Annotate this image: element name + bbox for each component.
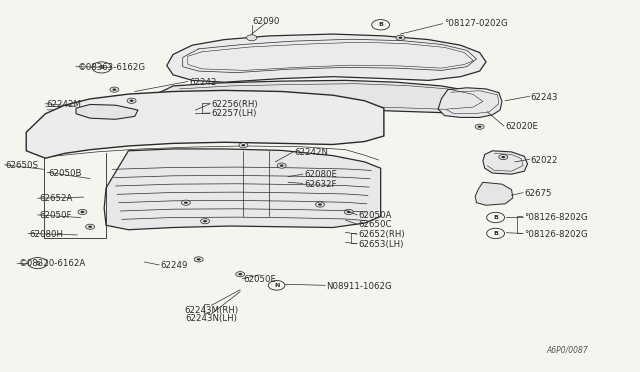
Text: °08126-8202G: °08126-8202G	[524, 230, 588, 239]
Circle shape	[238, 273, 242, 275]
Circle shape	[184, 202, 188, 204]
Circle shape	[344, 209, 353, 215]
Circle shape	[196, 258, 200, 260]
Circle shape	[399, 37, 403, 39]
Circle shape	[203, 220, 207, 222]
Circle shape	[130, 100, 134, 102]
Circle shape	[86, 224, 95, 230]
Text: 62080H: 62080H	[29, 230, 63, 239]
Circle shape	[501, 156, 505, 158]
Text: 62632F: 62632F	[304, 180, 337, 189]
Text: 62090: 62090	[252, 17, 280, 26]
Circle shape	[477, 126, 481, 128]
Circle shape	[499, 154, 508, 160]
Circle shape	[194, 257, 203, 262]
Text: S: S	[99, 65, 104, 70]
Text: 62650C: 62650C	[358, 221, 392, 230]
Polygon shape	[104, 149, 381, 230]
Text: °08126-8202G: °08126-8202G	[524, 213, 588, 222]
Circle shape	[241, 144, 245, 146]
Text: 62022: 62022	[531, 155, 558, 164]
Text: ©08320-6162A: ©08320-6162A	[19, 259, 86, 268]
Text: °08127-0202G: °08127-0202G	[445, 19, 508, 28]
Circle shape	[113, 89, 116, 91]
Text: 62652(RH): 62652(RH)	[358, 230, 405, 240]
Circle shape	[110, 87, 119, 92]
Text: 62242M: 62242M	[47, 100, 82, 109]
Circle shape	[239, 142, 248, 148]
Polygon shape	[76, 105, 138, 119]
Polygon shape	[475, 182, 513, 205]
Circle shape	[318, 203, 322, 206]
Circle shape	[396, 35, 405, 40]
Text: N: N	[274, 283, 279, 288]
Text: 62256(RH): 62256(RH)	[211, 100, 258, 109]
Text: 62242N: 62242N	[294, 148, 328, 157]
Text: 62050F: 62050F	[39, 211, 72, 220]
Text: 62675: 62675	[524, 189, 552, 198]
Circle shape	[347, 211, 351, 213]
Polygon shape	[154, 80, 486, 115]
Text: 62242: 62242	[189, 78, 216, 87]
Text: ©08363-6162G: ©08363-6162G	[77, 63, 145, 72]
Text: B: B	[493, 231, 498, 236]
Circle shape	[280, 164, 284, 167]
Circle shape	[236, 272, 244, 277]
Text: 62020E: 62020E	[505, 122, 538, 131]
Polygon shape	[438, 88, 502, 118]
Text: 62257(LH): 62257(LH)	[211, 109, 257, 118]
Polygon shape	[167, 34, 486, 82]
Text: 62080E: 62080E	[304, 170, 337, 179]
Circle shape	[200, 219, 209, 224]
Text: 62653(LH): 62653(LH)	[358, 240, 404, 249]
Circle shape	[181, 200, 190, 205]
Circle shape	[127, 98, 136, 103]
Circle shape	[78, 209, 87, 215]
Text: 62652A: 62652A	[39, 195, 72, 203]
Text: 62050E: 62050E	[243, 275, 276, 284]
Text: 62243N(LH): 62243N(LH)	[186, 314, 237, 323]
Text: 62050B: 62050B	[49, 169, 82, 177]
Circle shape	[277, 163, 286, 168]
Polygon shape	[483, 151, 527, 174]
Text: A6P0/0087: A6P0/0087	[547, 346, 588, 355]
Circle shape	[246, 35, 257, 41]
Text: 62050A: 62050A	[358, 211, 392, 220]
Text: 62243: 62243	[531, 93, 558, 102]
Text: 62243M(RH): 62243M(RH)	[184, 306, 239, 315]
Text: B: B	[493, 215, 498, 220]
Circle shape	[88, 226, 92, 228]
Circle shape	[316, 202, 324, 207]
Text: 62249: 62249	[161, 261, 188, 270]
Text: 62650S: 62650S	[6, 161, 39, 170]
Circle shape	[81, 211, 84, 213]
Text: N08911-1062G: N08911-1062G	[326, 282, 392, 291]
Circle shape	[475, 124, 484, 129]
Polygon shape	[26, 90, 384, 158]
Text: S: S	[35, 261, 40, 266]
Text: B: B	[378, 22, 383, 27]
